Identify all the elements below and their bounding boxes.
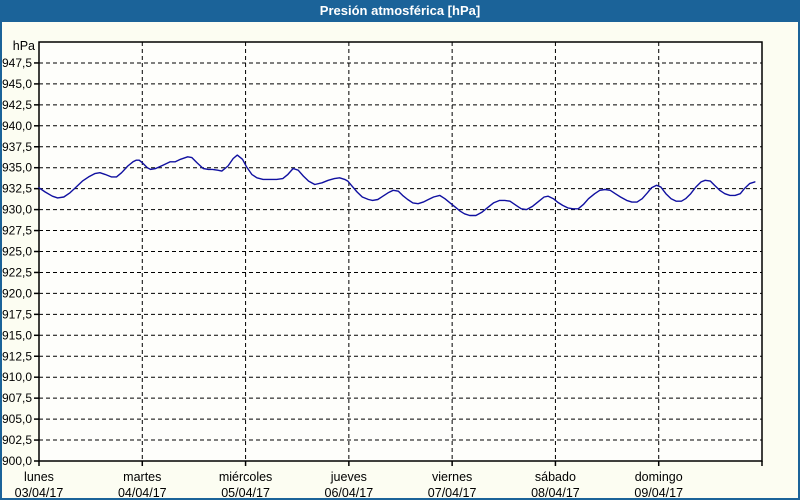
y-tick-label: 910,0 (2, 370, 32, 384)
y-tick-label: 920,0 (2, 286, 32, 300)
y-tick-label: 925,0 (2, 245, 32, 259)
y-tick-label: 917,5 (2, 307, 32, 321)
x-date-label: 08/04/17 (531, 486, 580, 500)
y-tick-label: 937,5 (2, 140, 32, 154)
plot-frame (38, 41, 763, 462)
y-tick-label: 902,5 (2, 433, 32, 447)
y-tick-label: 915,0 (2, 328, 32, 342)
title-bar: Presión atmosférica [hPa] (0, 0, 800, 22)
x-date-label: 03/04/17 (15, 486, 64, 500)
y-tick-label: 900,0 (2, 454, 32, 468)
y-tick-label: 912,5 (2, 349, 32, 363)
y-tick-label: 922,5 (2, 265, 32, 279)
x-day-label: lunes (24, 470, 54, 484)
x-day-label: jueves (330, 470, 367, 484)
y-axis-unit-label: hPa (13, 39, 35, 53)
x-date-label: 05/04/17 (221, 486, 270, 500)
y-tick-label: 935,0 (2, 161, 32, 175)
x-day-label: viernes (432, 470, 472, 484)
y-tick-label: 930,0 (2, 203, 32, 217)
x-day-label: sábado (535, 470, 576, 484)
y-tick-label: 945,0 (2, 77, 32, 91)
y-tick-label: 927,5 (2, 224, 32, 238)
x-date-label: 04/04/17 (118, 486, 167, 500)
pressure-line (38, 154, 756, 217)
y-tick-label: 947,5 (2, 56, 32, 70)
x-date-label: 07/04/17 (428, 486, 477, 500)
y-tick-label: 932,5 (2, 182, 32, 196)
y-tick-label: 907,5 (2, 391, 32, 405)
x-day-label: domingo (635, 470, 683, 484)
y-tick-label: 942,5 (2, 98, 32, 112)
window-title: Presión atmosférica [hPa] (319, 3, 481, 18)
y-tick-label: 940,0 (2, 119, 32, 133)
x-date-label: 06/04/17 (325, 486, 374, 500)
x-day-label: miércoles (219, 470, 273, 484)
x-date-label: 09/04/17 (634, 486, 683, 500)
y-tick-label: 905,0 (2, 412, 32, 426)
x-day-label: martes (123, 470, 161, 484)
